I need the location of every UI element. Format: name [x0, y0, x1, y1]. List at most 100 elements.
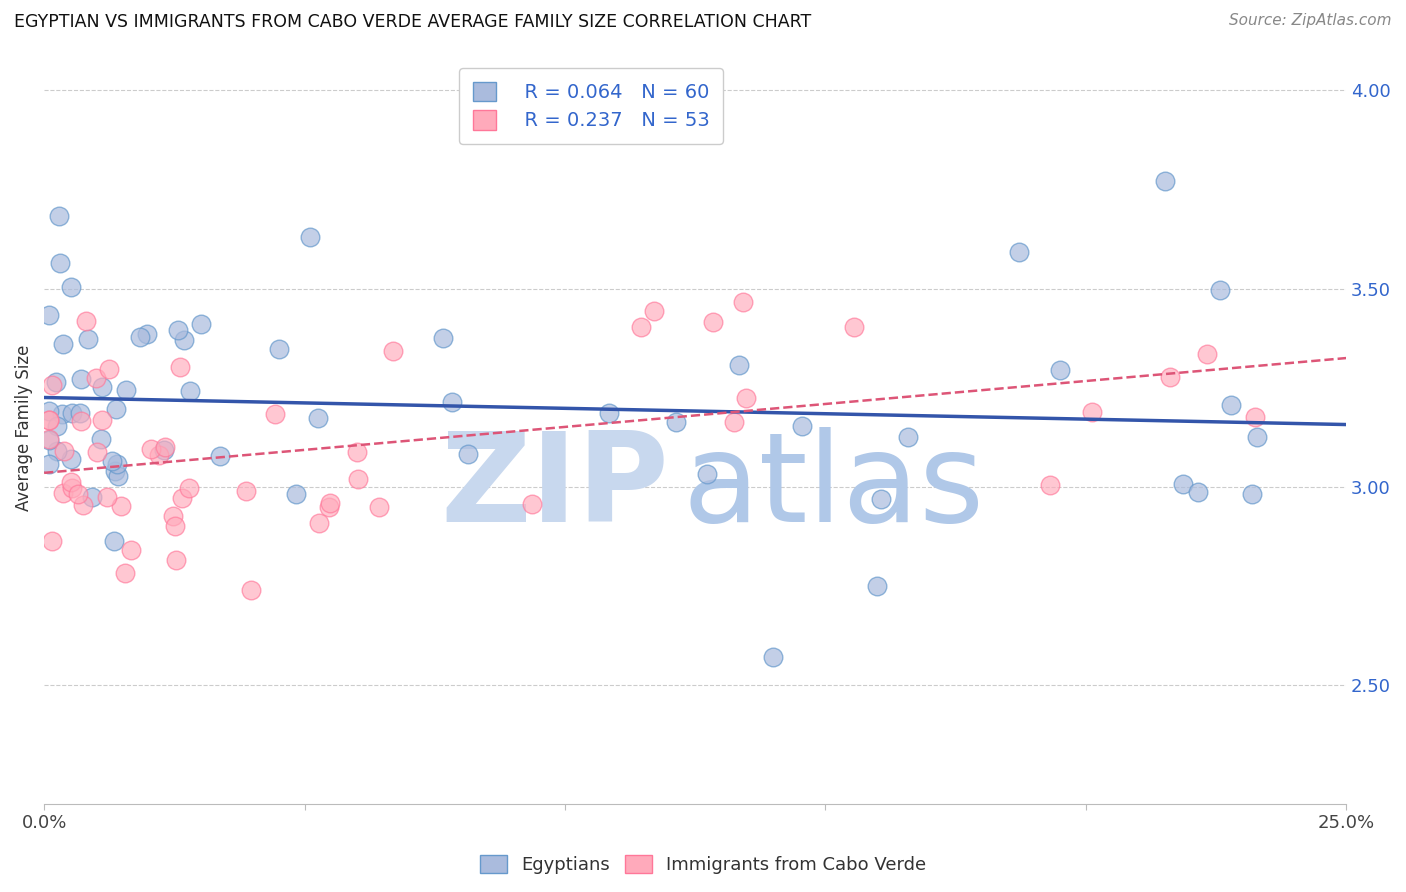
Point: [173, 333, 195, 347]
Point: [107, 468, 129, 483]
Point: [114, 566, 136, 580]
Legend:   R = 0.064   N = 60,   R = 0.237   N = 53: R = 0.064 N = 60, R = 0.237 N = 53: [458, 68, 723, 144]
Point: [38, 413, 60, 427]
Point: [432, 331, 454, 345]
Point: [1039, 478, 1062, 492]
Point: [77, 332, 100, 346]
Point: [114, 384, 136, 398]
Point: [897, 430, 920, 444]
Point: [69, 406, 91, 420]
Point: [307, 411, 329, 425]
Point: [89, 432, 111, 446]
Point: [129, 330, 152, 344]
Text: atlas: atlas: [682, 427, 984, 548]
Point: [96, 491, 118, 505]
Point: [190, 317, 212, 331]
Point: [72, 498, 94, 512]
Point: [104, 464, 127, 478]
Point: [104, 401, 127, 416]
Point: [1220, 398, 1243, 412]
Point: [46, 443, 69, 458]
Point: [91, 380, 114, 394]
Point: [440, 395, 463, 409]
Point: [70, 414, 93, 428]
Point: [731, 295, 754, 310]
Point: [60, 481, 83, 495]
Point: [264, 407, 287, 421]
Point: [177, 482, 200, 496]
Point: [110, 499, 132, 513]
Point: [162, 509, 184, 524]
Point: [46, 418, 69, 433]
Point: [75, 314, 97, 328]
Point: [239, 582, 262, 597]
Point: [169, 359, 191, 374]
Point: [630, 320, 652, 334]
Point: [1171, 476, 1194, 491]
Point: [1159, 370, 1181, 384]
Point: [1209, 283, 1232, 297]
Point: [179, 384, 201, 398]
Point: [98, 362, 121, 376]
Point: [67, 487, 90, 501]
Point: [60, 475, 83, 489]
Point: [728, 358, 751, 372]
Point: [319, 496, 342, 510]
Point: [285, 487, 308, 501]
Point: [136, 326, 159, 341]
Point: [382, 343, 405, 358]
Point: [346, 473, 368, 487]
Y-axis label: Average Family Size: Average Family Size: [15, 344, 32, 510]
Point: [120, 542, 142, 557]
Point: [105, 458, 128, 472]
Point: [148, 448, 170, 462]
Point: [103, 533, 125, 548]
Point: [48, 209, 70, 223]
Point: [457, 447, 479, 461]
Point: [69, 372, 91, 386]
Point: [790, 419, 813, 434]
Point: [842, 320, 865, 334]
Point: [49, 256, 72, 270]
Legend: Egyptians, Immigrants from Cabo Verde: Egyptians, Immigrants from Cabo Verde: [471, 846, 935, 883]
Point: [269, 342, 291, 356]
Point: [1244, 410, 1267, 425]
Text: EGYPTIAN VS IMMIGRANTS FROM CABO VERDE AVERAGE FAMILY SIZE CORRELATION CHART: EGYPTIAN VS IMMIGRANTS FROM CABO VERDE A…: [14, 13, 811, 31]
Point: [86, 445, 108, 459]
Point: [520, 497, 543, 511]
Point: [38, 413, 60, 427]
Point: [52, 485, 75, 500]
Point: [38, 433, 60, 447]
Text: Source: ZipAtlas.com: Source: ZipAtlas.com: [1229, 13, 1392, 29]
Point: [101, 454, 124, 468]
Point: [1240, 486, 1263, 500]
Point: [643, 304, 665, 318]
Point: [38, 457, 60, 471]
Point: [86, 370, 108, 384]
Point: [170, 491, 193, 505]
Point: [52, 444, 75, 458]
Point: [59, 280, 82, 294]
Point: [1008, 244, 1031, 259]
Point: [41, 377, 63, 392]
Point: [870, 492, 893, 507]
Point: [1154, 174, 1177, 188]
Point: [153, 442, 176, 457]
Point: [1081, 405, 1104, 419]
Point: [696, 467, 718, 481]
Point: [45, 376, 67, 390]
Point: [762, 650, 785, 665]
Point: [165, 553, 187, 567]
Point: [1195, 347, 1218, 361]
Point: [318, 500, 340, 514]
Point: [368, 500, 391, 514]
Point: [723, 415, 745, 429]
Point: [665, 415, 688, 429]
Point: [38, 404, 60, 418]
Point: [866, 579, 889, 593]
Point: [235, 484, 257, 499]
Point: [80, 490, 103, 504]
Point: [167, 323, 190, 337]
Point: [165, 519, 187, 533]
Point: [153, 440, 176, 454]
